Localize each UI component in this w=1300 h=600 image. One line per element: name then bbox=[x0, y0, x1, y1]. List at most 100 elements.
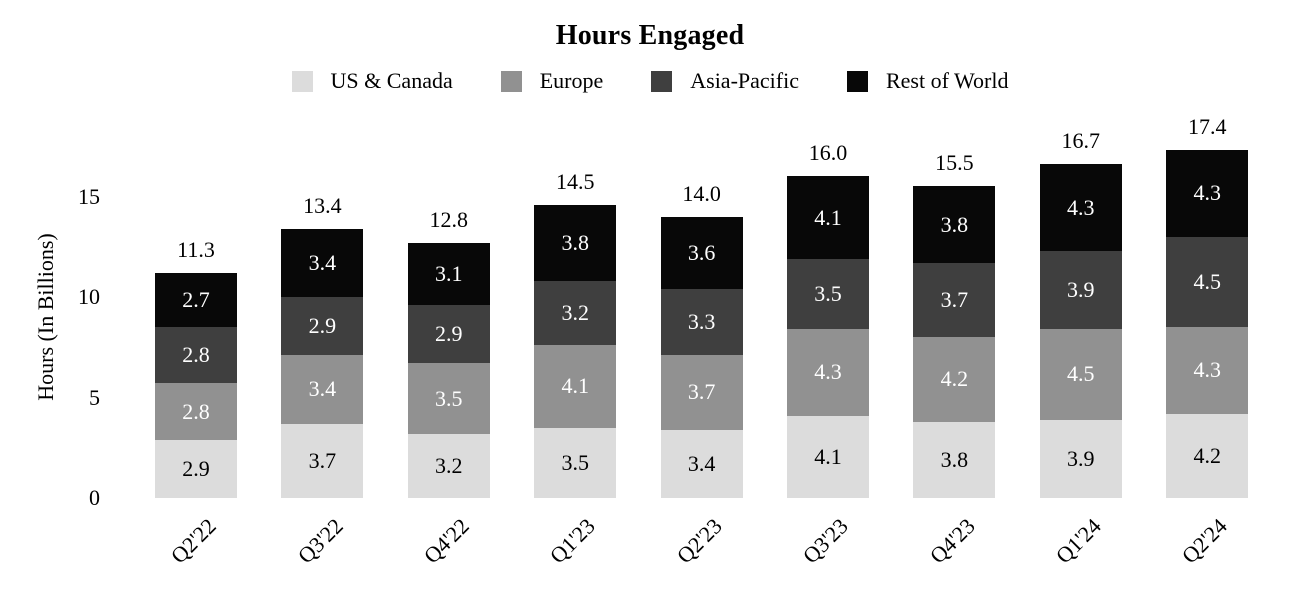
bar-segment-europe-q2-22: 2.8 bbox=[155, 383, 237, 440]
bar-segment-europe-q2-24: 4.3 bbox=[1166, 327, 1249, 414]
segment-value-label: 4.5 bbox=[1193, 268, 1221, 294]
segment-value-label: 2.9 bbox=[182, 455, 210, 481]
bar-segment-asia-pacific-q1-23: 3.2 bbox=[534, 280, 617, 346]
segment-value-label: 3.5 bbox=[435, 385, 463, 411]
segment-value-label: 3.5 bbox=[814, 280, 842, 306]
bar-segment-europe-q1-23: 4.1 bbox=[534, 345, 617, 428]
legend-label: Asia-Pacific bbox=[690, 68, 799, 93]
bar-segment-us-canada-q2-22: 2.9 bbox=[155, 439, 237, 498]
bar-total-label: 14.0 bbox=[682, 180, 721, 206]
legend-label: US & Canada bbox=[330, 68, 453, 93]
y-tick-label: 15 bbox=[78, 183, 100, 209]
segment-value-label: 2.9 bbox=[308, 313, 337, 339]
legend-label: Europe bbox=[539, 68, 604, 93]
segment-value-label: 4.5 bbox=[1067, 361, 1095, 387]
segment-value-label: 4.1 bbox=[814, 204, 842, 230]
x-tick-label-q1-24: Q1'24 bbox=[1050, 513, 1106, 569]
x-tick-label-q2-22: Q2'22 bbox=[165, 513, 221, 569]
bar-segment-rest-of-world-q3-23: 4.1 bbox=[787, 176, 869, 259]
segment-value-label: 3.1 bbox=[435, 260, 463, 286]
bar-segment-rest-of-world-q4-22: 3.1 bbox=[407, 242, 490, 306]
legend-item-europe: Europe bbox=[500, 68, 604, 94]
x-tick-label-q4-22: Q4'22 bbox=[418, 513, 474, 569]
bar-segment-asia-pacific-q3-23: 3.5 bbox=[787, 258, 869, 330]
segment-value-label: 3.9 bbox=[1067, 445, 1095, 471]
bar-total-label: 16.0 bbox=[808, 140, 848, 166]
segment-value-label: 4.1 bbox=[814, 443, 842, 469]
legend-item-asia-pacific: Asia-Pacific bbox=[651, 68, 799, 94]
bar-total-label: 16.7 bbox=[1061, 128, 1101, 154]
segment-value-label: 2.7 bbox=[182, 287, 210, 312]
bar-segment-rest-of-world-q1-24: 4.3 bbox=[1039, 164, 1122, 251]
bar-segment-asia-pacific-q3-22: 2.9 bbox=[281, 297, 364, 356]
segment-value-label: 3.8 bbox=[940, 211, 969, 237]
segment-value-label: 3.7 bbox=[308, 447, 337, 473]
segment-value-label: 3.7 bbox=[687, 379, 716, 405]
segment-value-label: 2.8 bbox=[182, 342, 210, 368]
x-tick-label-q1-23: Q1'23 bbox=[545, 513, 601, 569]
legend-swatch-icon bbox=[291, 70, 313, 92]
segment-value-label: 4.3 bbox=[1067, 194, 1095, 220]
segment-value-label: 3.8 bbox=[561, 229, 589, 255]
segment-value-label: 3.4 bbox=[308, 376, 337, 402]
segment-value-label: 3.8 bbox=[940, 446, 969, 472]
y-tick-label: 5 bbox=[89, 384, 100, 410]
bar-segment-asia-pacific-q4-22: 2.9 bbox=[407, 305, 490, 364]
segment-value-label: 4.3 bbox=[814, 359, 842, 385]
bar-segment-rest-of-world-q3-22: 3.4 bbox=[281, 228, 364, 297]
segment-value-label: 4.3 bbox=[1193, 357, 1221, 383]
bar-segment-europe-q1-24: 4.5 bbox=[1039, 329, 1122, 420]
bar-segment-us-canada-q3-22: 3.7 bbox=[281, 423, 364, 498]
segment-value-label: 4.3 bbox=[1193, 180, 1221, 206]
legend-label: Rest of World bbox=[885, 68, 1009, 93]
bar-segment-europe-q2-23: 3.7 bbox=[660, 355, 743, 430]
segment-value-label: 2.9 bbox=[435, 321, 463, 347]
bar-total-label: 13.4 bbox=[303, 192, 342, 218]
legend-item-rest-of-world: Rest of World bbox=[846, 68, 1009, 94]
bar-total-label: 17.4 bbox=[1187, 114, 1227, 140]
bar-segment-us-canada-q4-22: 3.2 bbox=[407, 433, 490, 498]
x-tick-label-q2-24: Q2'24 bbox=[1177, 513, 1233, 569]
bar-segment-us-canada-q3-23: 4.1 bbox=[787, 415, 869, 498]
bar-segment-europe-q4-23: 4.2 bbox=[913, 337, 996, 422]
bar-segment-us-canada-q2-23: 3.4 bbox=[660, 429, 743, 498]
bar-segment-europe-q3-23: 4.3 bbox=[787, 329, 869, 416]
bar-segment-rest-of-world-q2-24: 4.3 bbox=[1166, 150, 1249, 237]
chart-title: Hours Engaged bbox=[555, 20, 745, 51]
y-tick-label: 0 bbox=[89, 485, 100, 510]
bar-segment-rest-of-world-q2-22: 2.7 bbox=[155, 272, 237, 328]
bar-segment-us-canada-q1-23: 3.5 bbox=[534, 427, 617, 498]
segment-value-label: 3.5 bbox=[561, 449, 589, 475]
segment-value-label: 3.7 bbox=[940, 287, 969, 312]
segment-value-label: 3.6 bbox=[687, 239, 716, 265]
bar-total-label: 11.3 bbox=[177, 236, 215, 262]
bar-segment-europe-q3-22: 3.4 bbox=[281, 355, 364, 424]
x-tick-label-q3-23: Q3'23 bbox=[797, 513, 853, 569]
bar-segment-asia-pacific-q2-23: 3.3 bbox=[660, 288, 743, 356]
bar-segment-rest-of-world-q1-23: 3.8 bbox=[534, 204, 617, 281]
legend: US & Canada Europe Asia-Pacific Rest of Wor… bbox=[0, 68, 1300, 94]
bar-total-label: 15.5 bbox=[935, 150, 974, 176]
segment-value-label: 4.2 bbox=[940, 366, 969, 392]
x-tick-label-q3-22: Q3'22 bbox=[292, 513, 348, 569]
legend-swatch-icon bbox=[500, 70, 522, 92]
bar-segment-europe-q4-22: 3.5 bbox=[407, 363, 490, 434]
segment-value-label: 3.2 bbox=[561, 300, 589, 326]
segment-value-label: 4.1 bbox=[561, 373, 589, 399]
bar-segment-asia-pacific-q1-24: 3.9 bbox=[1039, 250, 1122, 330]
bar-segment-us-canada-q4-23: 3.8 bbox=[913, 421, 996, 498]
bar-segment-asia-pacific-q2-22: 2.8 bbox=[155, 327, 237, 384]
segment-value-label: 3.3 bbox=[687, 309, 716, 335]
bar-segment-rest-of-world-q4-23: 3.8 bbox=[913, 186, 996, 263]
y-axis-title: Hours (In Billions) bbox=[33, 233, 58, 401]
segment-value-label: 2.8 bbox=[182, 398, 210, 424]
bar-total-label: 12.8 bbox=[429, 206, 469, 232]
segment-value-label: 3.2 bbox=[435, 452, 463, 478]
bar-segment-asia-pacific-q4-23: 3.7 bbox=[913, 262, 996, 338]
legend-swatch-icon bbox=[846, 70, 868, 92]
bar-segment-asia-pacific-q2-24: 4.5 bbox=[1166, 236, 1249, 328]
legend-swatch-icon bbox=[651, 70, 673, 92]
segment-value-label: 3.9 bbox=[1067, 276, 1095, 302]
segment-value-label: 3.4 bbox=[687, 450, 716, 476]
